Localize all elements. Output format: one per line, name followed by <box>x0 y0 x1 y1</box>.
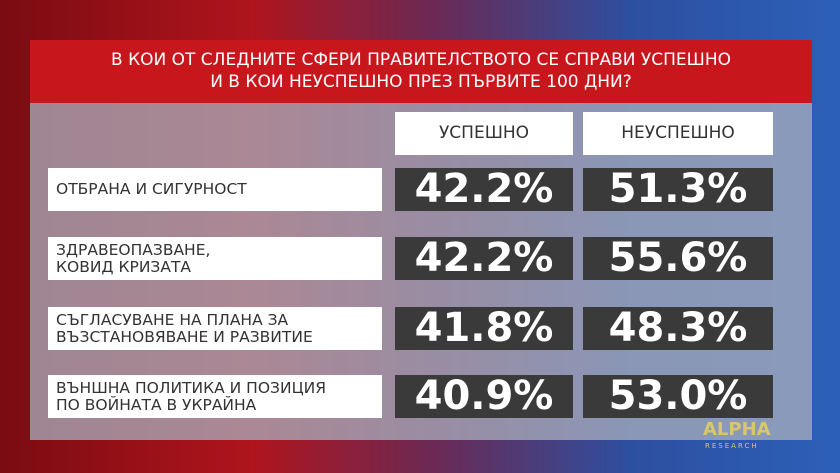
row-label-line: ВЪЗСТАНОВЯВАНЕ И РАЗВИТИЕ <box>56 327 313 346</box>
row-label-line: ВЪНШНА ПОЛИТИКА И ПОЗИЦИЯ <box>56 378 326 397</box>
row-label: ЗДРАВЕОПАЗВАНЕ, КОВИД КРИЗАТА <box>48 237 382 280</box>
value-cell: 42.2% <box>395 168 573 211</box>
title-bar: В КОИ ОТ СЛЕДНИТЕ СФЕРИ ПРАВИТЕЛСТВОТО С… <box>30 40 812 103</box>
row-label-line: СЪГЛАСУВАНЕ НА ПЛАНА ЗА <box>56 310 289 329</box>
value-cell: 51.3% <box>583 168 773 211</box>
title-line: В КОИ ОТ СЛЕДНИТЕ СФЕРИ ПРАВИТЕЛСТВОТО С… <box>111 50 731 70</box>
row-label-line: ЗДРАВЕОПАЗВАНЕ, <box>56 240 211 259</box>
logo-sub: RESEARCH <box>705 442 759 450</box>
logo-name: ALPHA <box>703 419 771 440</box>
logo: ALPHA RESEARCH <box>683 419 771 454</box>
row-label: СЪГЛАСУВАНЕ НА ПЛАНА ЗА ВЪЗСТАНОВЯВАНЕ И … <box>48 307 382 350</box>
value-cell: 41.8% <box>395 307 573 350</box>
row-label-line: ПО ВОЙНАТА В УКРАЙНА <box>56 395 257 414</box>
value-cell: 40.9% <box>395 375 573 418</box>
row-label: ВЪНШНА ПОЛИТИКА И ПОЗИЦИЯ ПО ВОЙНАТА В УК… <box>48 375 382 418</box>
column-header: НЕУСПЕШНО <box>583 112 773 155</box>
value-cell: 42.2% <box>395 237 573 280</box>
column-header: УСПЕШНО <box>395 112 573 155</box>
value-cell: 53.0% <box>583 375 773 418</box>
row-label-line: КОВИД КРИЗАТА <box>56 257 192 276</box>
row-label-line: ОТБРАНА И СИГУРНОСТ <box>56 180 247 198</box>
title-line: И В КОИ НЕУСПЕШНО ПРЕЗ ПЪРВИТЕ 100 ДНИ? <box>210 72 632 92</box>
value-cell: 55.6% <box>583 237 773 280</box>
value-cell: 48.3% <box>583 307 773 350</box>
row-label: ОТБРАНА И СИГУРНОСТ <box>48 168 382 211</box>
